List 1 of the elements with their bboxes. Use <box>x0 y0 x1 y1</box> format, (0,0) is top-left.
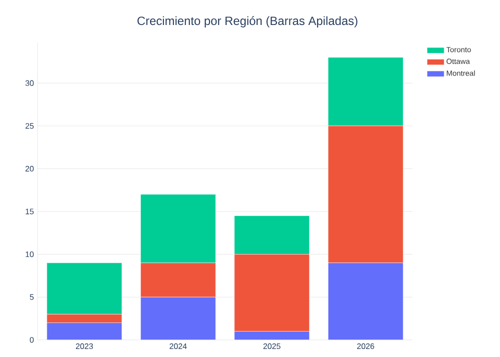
chart-title: Crecimiento por Región (Barras Apiladas) <box>137 16 358 28</box>
